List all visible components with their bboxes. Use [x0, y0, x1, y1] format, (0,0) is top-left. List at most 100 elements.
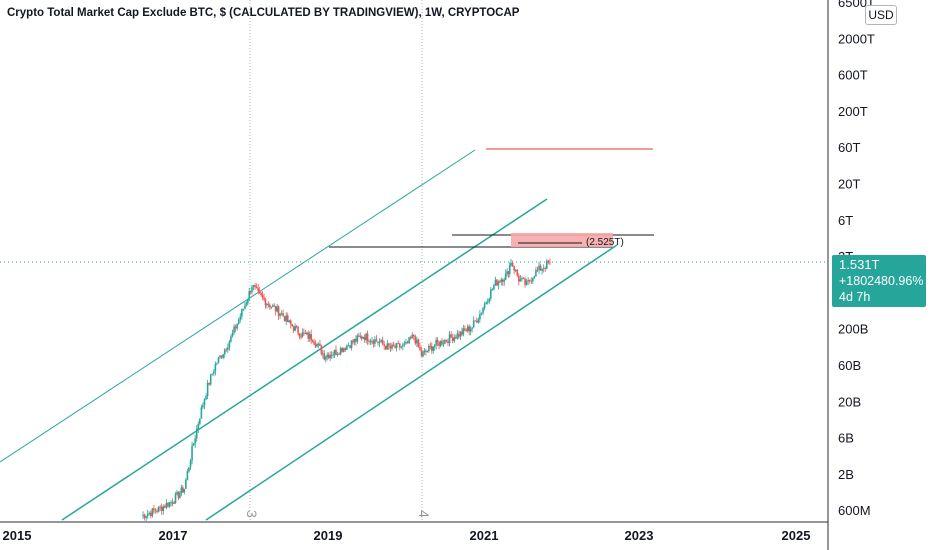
candle-body [477, 319, 480, 323]
candle-body [444, 340, 446, 344]
candle-body [352, 340, 354, 343]
candle-body [274, 306, 277, 312]
candle-body [372, 340, 375, 344]
candle-body [429, 345, 432, 347]
x-tick-label: 2019 [314, 528, 343, 543]
candle-body [527, 279, 529, 282]
candle-body [313, 341, 315, 344]
candle-body [391, 344, 393, 349]
candle-body [228, 341, 231, 348]
candle-body [524, 278, 526, 285]
candle-body [445, 340, 448, 342]
candle-body [397, 343, 400, 345]
chart-title: Crypto Total Market Cap Exclude BTC, $ (… [7, 7, 520, 19]
candle-body [195, 428, 198, 439]
candle-body [546, 260, 548, 269]
y-tick-label: 60T [838, 140, 860, 155]
candle-body [380, 340, 382, 343]
candle-body [459, 331, 462, 337]
candle-body [451, 337, 454, 342]
channel-line-lower [205, 244, 618, 521]
candle-body [282, 313, 284, 317]
candle-body [237, 319, 240, 324]
candle-body [491, 289, 494, 291]
candle-body [485, 302, 487, 305]
candle-body [395, 343, 398, 349]
candle-body [530, 280, 533, 282]
candle-body [236, 323, 238, 329]
candle-body [398, 343, 401, 348]
candle-body [225, 349, 228, 351]
candle-body [254, 285, 256, 287]
candle-body [362, 336, 365, 339]
candle-body [288, 320, 291, 323]
candle-body [202, 405, 204, 408]
candle-body [300, 336, 302, 338]
candle-body [266, 303, 268, 306]
candle-body [483, 304, 486, 309]
candle-body [230, 336, 232, 342]
candle-body [494, 279, 497, 286]
candle-body [244, 305, 246, 309]
candle-body [251, 286, 253, 293]
currency-button[interactable]: USD [865, 5, 897, 25]
candle-body [535, 269, 537, 277]
candle-body [289, 320, 292, 325]
candle-body [192, 443, 195, 446]
candle-body [453, 337, 456, 342]
candle-body [471, 327, 473, 329]
x-tick-label: 2025 [782, 528, 811, 543]
candle-body [496, 279, 498, 286]
candle-body [146, 513, 149, 517]
candle-body [469, 328, 472, 332]
candle-body [503, 279, 506, 282]
candle-body [359, 336, 362, 338]
candle-body [468, 326, 471, 332]
candle-body [518, 275, 520, 282]
candle-body [291, 324, 294, 327]
candle-body [472, 320, 475, 328]
candle-body [403, 343, 406, 345]
candle-body [223, 349, 226, 355]
channel-line-middle [61, 198, 548, 521]
candle-body [285, 315, 287, 322]
candle-body [425, 350, 427, 352]
candle-body [316, 344, 318, 347]
candle-body [514, 269, 517, 271]
price-change: +1802480.96% [839, 274, 924, 288]
candle-body [301, 332, 304, 337]
candle-body [499, 281, 501, 283]
candle-body [164, 506, 166, 508]
candle-body [342, 348, 345, 352]
candle-body [183, 488, 186, 493]
candle-body [242, 308, 245, 310]
candle-body [541, 268, 543, 271]
candle-body [252, 285, 255, 287]
candle-body [497, 281, 500, 286]
candle-body [384, 345, 387, 350]
candle-body [294, 326, 296, 331]
candle-body [466, 326, 469, 332]
candle-body [191, 445, 193, 461]
candle-body [349, 345, 351, 348]
candles [142, 258, 551, 522]
candle-body [148, 512, 151, 514]
candle-body [417, 339, 420, 348]
candle-body [176, 492, 178, 494]
candle-body [338, 353, 340, 355]
y-tick-label: 600T [838, 68, 868, 83]
candle-body [271, 305, 274, 307]
x-tick-label: 2017 [159, 528, 188, 543]
candle-body [270, 306, 273, 308]
candle-body [519, 279, 522, 282]
candle-body [205, 395, 207, 400]
candle-body [482, 308, 484, 313]
candle-body [279, 313, 281, 316]
candle-body [267, 303, 270, 305]
y-tick-label: 6500T [838, 0, 875, 10]
candle-body [173, 503, 175, 505]
candle-body [389, 346, 392, 349]
candle-body [248, 290, 251, 300]
candle-body [324, 357, 327, 360]
